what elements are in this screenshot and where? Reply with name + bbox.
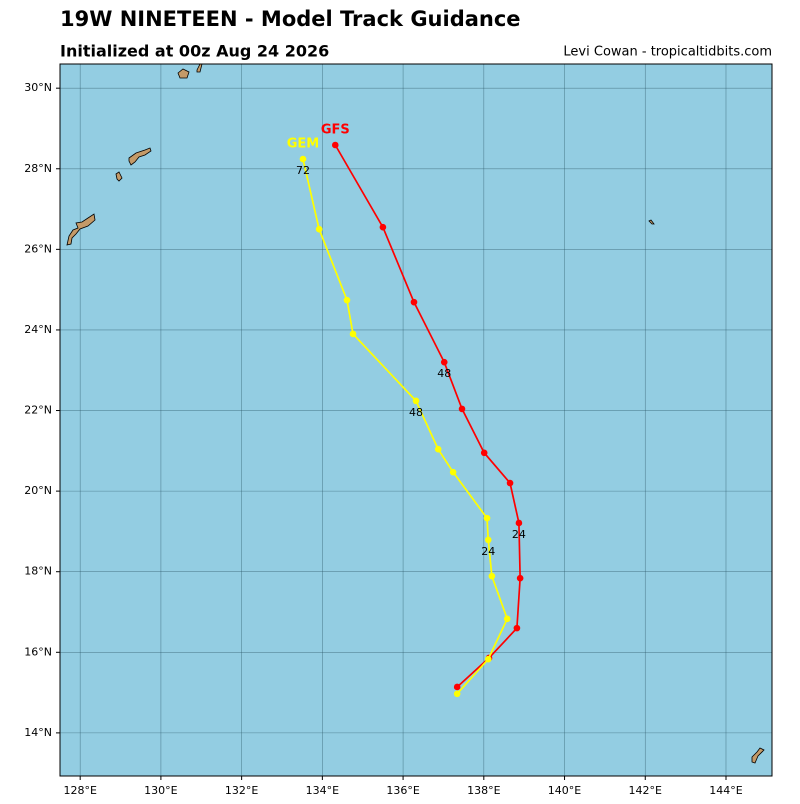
hour-label: 24 (481, 545, 495, 558)
model-label: GFS (321, 122, 350, 137)
track-point (331, 141, 339, 149)
x-tick-label: 140°E (548, 784, 581, 797)
track-point (315, 225, 323, 233)
model-label: GEM (287, 137, 320, 152)
track-point (484, 655, 492, 663)
hour-label: 72 (296, 164, 310, 177)
track-point (503, 615, 511, 623)
y-tick-label: 26°N (24, 242, 52, 255)
track-point (449, 468, 457, 476)
island (196, 63, 203, 73)
track-point (484, 536, 492, 544)
track-point (458, 405, 466, 413)
credit: Levi Cowan - tropicaltidbits.com (563, 45, 772, 60)
track-point (480, 449, 488, 457)
track-point (434, 445, 442, 453)
y-tick-label: 24°N (24, 323, 52, 336)
track-point (513, 624, 521, 632)
track-point (515, 519, 523, 527)
y-tick-label: 18°N (24, 565, 52, 578)
tracks: 24 48 GFS 24 48 72 GEM (287, 122, 526, 698)
track-point (488, 572, 496, 580)
y-tick-label: 28°N (24, 162, 52, 175)
x-tick-label: 136°E (386, 784, 419, 797)
track-point (412, 397, 420, 405)
island (128, 147, 152, 166)
track-point (453, 690, 461, 698)
x-tick-label: 128°E (63, 784, 96, 797)
chart-title: 19W NINETEEN - Model Track Guidance (60, 7, 521, 31)
x-tick-label: 134°E (306, 784, 339, 797)
hour-label: 48 (437, 367, 451, 380)
track-point (349, 330, 357, 338)
y-tick-label: 16°N (24, 645, 52, 658)
x-tick-label: 130°E (144, 784, 177, 797)
island (177, 68, 190, 79)
y-tick-label: 14°N (24, 726, 52, 739)
track-point (516, 574, 524, 582)
island (751, 747, 765, 764)
island (648, 219, 655, 225)
y-tick-label: 20°N (24, 484, 52, 497)
track-point (379, 223, 387, 231)
track-point (506, 479, 514, 487)
hour-label: 24 (512, 528, 526, 541)
plot-frame (59, 63, 773, 777)
x-tick-label: 142°E (629, 784, 662, 797)
x-tick-label: 138°E (467, 784, 500, 797)
island (115, 171, 123, 182)
x-tick-label: 132°E (225, 784, 258, 797)
island (66, 213, 96, 246)
track-point (410, 298, 418, 306)
track-point (453, 683, 461, 691)
land (66, 63, 765, 764)
ocean (60, 64, 772, 776)
track-point (299, 155, 307, 163)
hour-label: 48 (409, 406, 423, 419)
x-tick-label: 144°E (709, 784, 742, 797)
track-line (334, 144, 521, 688)
y-tick-label: 30°N (24, 81, 52, 94)
chart-subtitle: Initialized at 00z Aug 24 2026 (60, 42, 329, 61)
track-point (343, 296, 351, 304)
track-point (483, 514, 491, 522)
grid (60, 64, 772, 776)
track-point (440, 358, 448, 366)
y-tick-label: 22°N (24, 404, 52, 417)
